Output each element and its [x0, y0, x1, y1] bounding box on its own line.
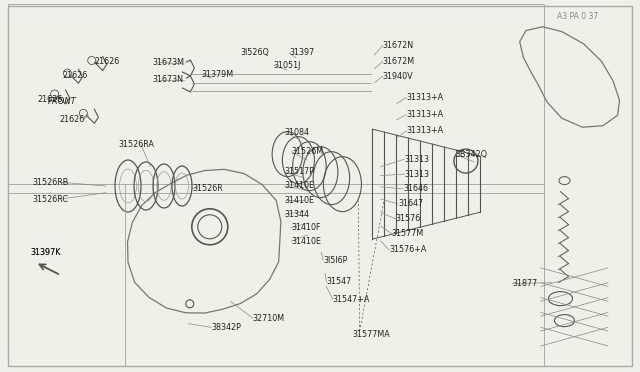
Text: 31397K: 31397K: [31, 248, 61, 257]
Text: 31526R: 31526R: [192, 185, 223, 193]
Bar: [8, 4, 544, 193]
Text: 31940V: 31940V: [383, 72, 413, 81]
Text: 21626: 21626: [59, 115, 84, 124]
Text: 31877: 31877: [512, 279, 537, 288]
Bar: [8, 184, 544, 366]
Text: 31410F: 31410F: [291, 223, 321, 232]
Text: 21626: 21626: [37, 95, 62, 104]
Text: 3B342Q: 3B342Q: [456, 150, 488, 159]
Text: 31577MA: 31577MA: [352, 330, 390, 339]
Text: 31379M: 31379M: [202, 70, 234, 79]
Text: 31397K: 31397K: [31, 248, 61, 257]
Text: 31313: 31313: [404, 155, 429, 164]
Text: 31410E: 31410E: [291, 237, 321, 246]
Text: 31576+A: 31576+A: [389, 246, 426, 254]
Text: 31646: 31646: [403, 185, 428, 193]
Text: 32710M: 32710M: [253, 314, 285, 323]
Text: 31526RA: 31526RA: [118, 140, 154, 149]
Text: 31313+A: 31313+A: [406, 93, 444, 102]
Text: 31526M: 31526M: [291, 147, 323, 156]
Text: 21626: 21626: [95, 57, 120, 66]
Text: 31051J: 31051J: [274, 61, 301, 70]
Text: 31647: 31647: [398, 199, 423, 208]
Text: 31673M: 31673M: [152, 58, 184, 67]
Text: 3I5I6P: 3I5I6P: [323, 256, 348, 265]
Text: 31576: 31576: [396, 214, 420, 223]
Text: 31672M: 31672M: [383, 57, 415, 66]
Text: 31526RC: 31526RC: [32, 195, 68, 203]
Text: 31410E: 31410E: [285, 182, 315, 190]
Text: 21626: 21626: [63, 71, 88, 80]
Text: 31577M: 31577M: [392, 229, 424, 238]
Text: 31313+A: 31313+A: [406, 110, 444, 119]
Text: 31517P: 31517P: [285, 167, 315, 176]
Text: A3 PA 0 37: A3 PA 0 37: [557, 12, 598, 21]
Text: 31547: 31547: [326, 278, 351, 286]
Text: 3I526Q: 3I526Q: [240, 48, 269, 57]
Text: 31410E: 31410E: [285, 196, 315, 205]
Text: 31084: 31084: [285, 128, 310, 137]
Text: FRONT: FRONT: [48, 97, 77, 106]
Text: 31344: 31344: [285, 210, 310, 219]
Text: 31313: 31313: [404, 170, 429, 179]
Text: 31673N: 31673N: [152, 76, 183, 84]
Text: 38342P: 38342P: [211, 323, 241, 332]
Text: 31526RB: 31526RB: [32, 178, 68, 187]
Text: 31672N: 31672N: [383, 41, 414, 50]
Text: 31397: 31397: [289, 48, 314, 57]
Text: 31313+A: 31313+A: [406, 126, 444, 135]
Text: 31547+A: 31547+A: [333, 295, 370, 304]
